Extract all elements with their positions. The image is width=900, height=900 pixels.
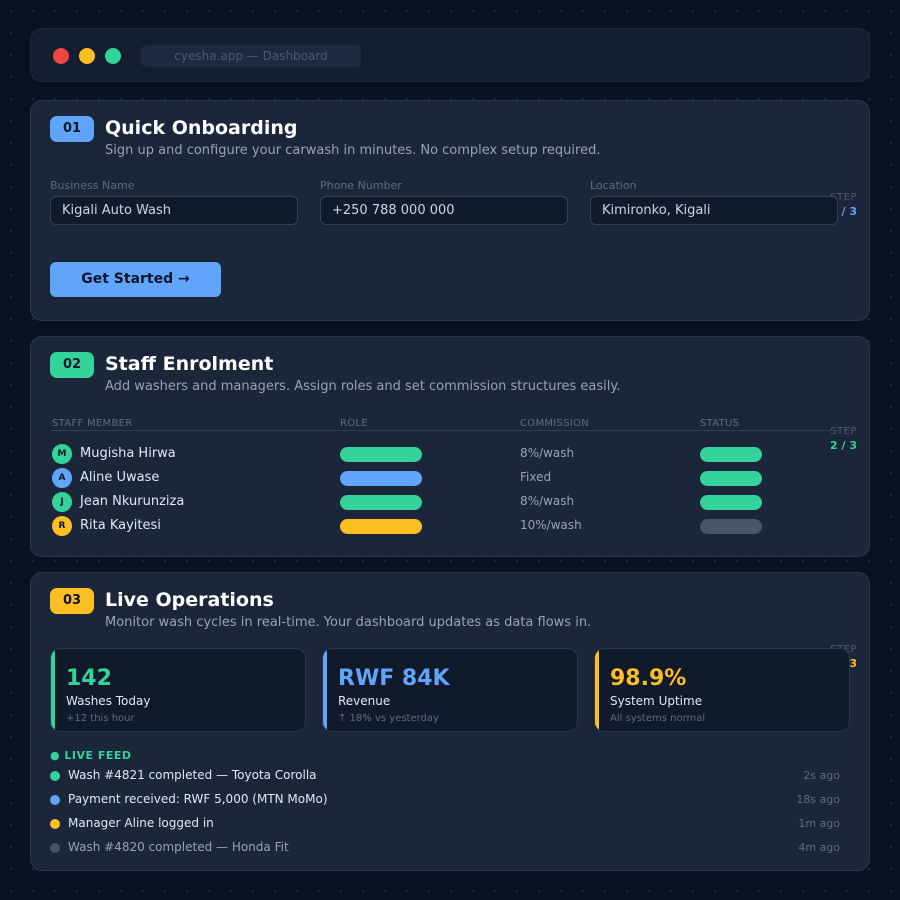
get-started-button[interactable]: Get Started → xyxy=(50,262,221,297)
feed-text: Wash #4820 completed — Honda Fit xyxy=(68,840,289,854)
stat-subtext: All systems normal xyxy=(610,713,706,724)
staff-name: Mugisha Hirwa xyxy=(80,446,176,461)
staff-name: Jean Nkurunziza xyxy=(80,494,185,509)
column-header-staff-member[interactable]: STAFF MEMBER xyxy=(52,418,133,429)
live-operations-card: 03 Live Operations Monitor wash cycles i… xyxy=(30,572,870,871)
column-header-role[interactable]: ROLE xyxy=(340,418,368,429)
card-title: Staff Enrolment xyxy=(105,353,274,375)
commission-value: 10%/wash xyxy=(520,518,582,532)
stat-value: RWF 84K xyxy=(338,666,450,691)
table-row[interactable]: M Mugisha Hirwa 8%/wash xyxy=(31,442,871,466)
stat-label: Washes Today xyxy=(66,694,151,708)
onboarding-card: 01 Quick Onboarding Sign up and configur… xyxy=(30,100,870,321)
feed-item[interactable]: Wash #4821 completed — Toyota Corolla 2s… xyxy=(50,766,840,786)
staff-enrolment-card: 02 Staff Enrolment Add washers and manag… xyxy=(30,336,870,557)
business-name-input[interactable]: Kigali Auto Wash xyxy=(50,196,298,225)
maximize-window-dot[interactable] xyxy=(105,48,121,64)
live-feed-heading: ● LIVE FEED xyxy=(50,749,132,762)
status-dot-icon xyxy=(50,771,60,781)
feed-timestamp: 18s ago xyxy=(796,793,840,806)
commission-value: 8%/wash xyxy=(520,446,575,460)
stat-label: System Uptime xyxy=(610,694,703,708)
commission-value: Fixed xyxy=(520,470,552,484)
table-row[interactable]: J Jean Nkurunziza 8%/wash xyxy=(31,490,871,514)
phone-number-input[interactable]: +250 788 000 000 xyxy=(320,196,568,225)
stat-value: 98.9% xyxy=(610,666,687,691)
step-indicator: 2 / 3 xyxy=(830,439,857,452)
stat-card-uptime[interactable]: 98.9% System Uptime All systems normal xyxy=(594,648,850,732)
feed-timestamp: 2s ago xyxy=(803,769,840,782)
commission-value: 8%/wash xyxy=(520,494,575,508)
status-pill xyxy=(700,447,762,462)
feed-timestamp: 1m ago xyxy=(798,817,840,830)
card-title: Quick Onboarding xyxy=(105,117,298,139)
stat-value: 142 xyxy=(66,666,112,691)
location-input[interactable]: Kimironko, Kigali xyxy=(590,196,838,225)
status-dot-icon xyxy=(50,819,60,829)
card-description: Sign up and configure your carwash in mi… xyxy=(105,143,601,158)
table-row[interactable]: R Rita Kayitesi 10%/wash xyxy=(31,514,871,538)
business-name-label: Business Name xyxy=(50,179,135,192)
step-number-badge: 01 xyxy=(50,116,94,142)
avatar: A xyxy=(52,468,72,488)
close-window-dot[interactable] xyxy=(53,48,69,64)
status-dot-icon xyxy=(50,843,60,853)
feed-item[interactable]: Wash #4820 completed — Honda Fit 4m ago xyxy=(50,838,840,858)
stat-accent-bar xyxy=(595,649,599,731)
status-dot-icon xyxy=(50,795,60,805)
status-pill xyxy=(700,495,762,510)
card-description: Monitor wash cycles in real-time. Your d… xyxy=(105,615,592,630)
step-number-badge: 03 xyxy=(50,588,94,614)
role-pill xyxy=(340,447,422,462)
stat-subtext: +12 this hour xyxy=(66,713,135,724)
role-pill xyxy=(340,471,422,486)
step-label: STEP xyxy=(830,192,857,203)
feed-timestamp: 4m ago xyxy=(798,841,840,854)
stat-accent-bar xyxy=(51,649,55,731)
status-pill xyxy=(700,519,762,534)
location-label: Location xyxy=(590,179,637,192)
feed-text: Wash #4821 completed — Toyota Corolla xyxy=(68,768,317,782)
window-titlebar: cyesha.app — Dashboard xyxy=(30,28,870,82)
status-pill xyxy=(700,471,762,486)
address-bar[interactable]: cyesha.app — Dashboard xyxy=(141,45,361,67)
column-header-commission[interactable]: COMMISSION xyxy=(520,418,590,429)
feed-item[interactable]: Manager Aline logged in 1m ago xyxy=(50,814,840,834)
feed-text: Manager Aline logged in xyxy=(68,816,214,830)
column-header-status[interactable]: STATUS xyxy=(700,418,740,429)
avatar: J xyxy=(52,492,72,512)
step-label: STEP xyxy=(830,426,857,437)
role-pill xyxy=(340,519,422,534)
table-header-divider xyxy=(51,430,839,431)
feed-text: Payment received: RWF 5,000 (MTN MoMo) xyxy=(68,792,328,806)
stat-label: Revenue xyxy=(338,694,391,708)
staff-name: Aline Uwase xyxy=(80,470,160,485)
feed-item[interactable]: Payment received: RWF 5,000 (MTN MoMo) 1… xyxy=(50,790,840,810)
phone-number-label: Phone Number xyxy=(320,179,402,192)
staff-name: Rita Kayitesi xyxy=(80,518,161,533)
stat-accent-bar xyxy=(323,649,327,731)
card-title: Live Operations xyxy=(105,589,274,611)
table-row[interactable]: A Aline Uwase Fixed xyxy=(31,466,871,490)
stat-card-washes[interactable]: 142 Washes Today +12 this hour xyxy=(50,648,306,732)
avatar: R xyxy=(52,516,72,536)
card-description: Add washers and managers. Assign roles a… xyxy=(105,379,621,394)
stat-card-revenue[interactable]: RWF 84K Revenue ↑ 18% vs yesterday xyxy=(322,648,578,732)
avatar: M xyxy=(52,444,72,464)
minimize-window-dot[interactable] xyxy=(79,48,95,64)
stat-subtext: ↑ 18% vs yesterday xyxy=(338,713,439,724)
role-pill xyxy=(340,495,422,510)
step-number-badge: 02 xyxy=(50,352,94,378)
